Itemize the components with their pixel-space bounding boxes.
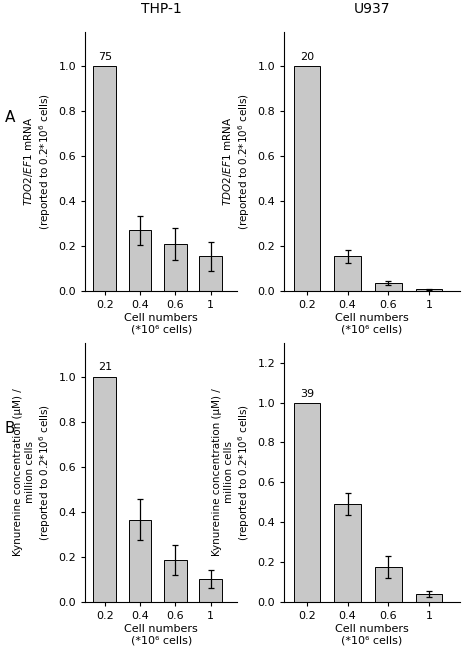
- Bar: [128, 230, 152, 291]
- Bar: [164, 560, 187, 602]
- Bar: [93, 377, 116, 602]
- Bar: [334, 504, 361, 602]
- Text: B: B: [5, 421, 15, 435]
- Bar: [199, 579, 222, 602]
- X-axis label: Cell numbers
(*10⁶ cells): Cell numbers (*10⁶ cells): [335, 313, 409, 334]
- Bar: [416, 289, 442, 291]
- Y-axis label: Kynurenine concentration (μM) /
million cells
(reported to 0.2*10$^6$ cells): Kynurenine concentration (μM) / million …: [13, 388, 53, 556]
- Bar: [199, 256, 222, 291]
- Bar: [293, 402, 320, 602]
- Y-axis label: $\it{TDO2/EF1}$ mRNA
(reported to 0.2*10$^6$ cells): $\it{TDO2/EF1}$ mRNA (reported to 0.2*10…: [22, 93, 53, 230]
- X-axis label: Cell numbers
(*10⁶ cells): Cell numbers (*10⁶ cells): [124, 313, 198, 334]
- Bar: [375, 567, 401, 602]
- Bar: [164, 244, 187, 291]
- Bar: [375, 283, 401, 291]
- Text: 21: 21: [98, 362, 112, 372]
- X-axis label: Cell numbers
(*10⁶ cells): Cell numbers (*10⁶ cells): [124, 624, 198, 645]
- Bar: [293, 66, 320, 291]
- Y-axis label: $\it{TDO2/EF1}$ mRNA
(reported to 0.2*10$^6$ cells): $\it{TDO2/EF1}$ mRNA (reported to 0.2*10…: [221, 93, 252, 230]
- Text: 20: 20: [300, 52, 314, 61]
- Text: 39: 39: [300, 389, 314, 399]
- Text: A: A: [5, 110, 15, 125]
- Text: U937: U937: [354, 2, 391, 16]
- X-axis label: Cell numbers
(*10⁶ cells): Cell numbers (*10⁶ cells): [335, 624, 409, 645]
- Bar: [416, 594, 442, 602]
- Text: THP-1: THP-1: [141, 2, 182, 16]
- Y-axis label: Kynurenine concentration (μM) /
million cells
(reported to 0.2*10$^6$ cells): Kynurenine concentration (μM) / million …: [212, 388, 252, 556]
- Bar: [93, 66, 116, 291]
- Text: 75: 75: [98, 52, 112, 61]
- Bar: [128, 520, 152, 602]
- Bar: [334, 256, 361, 291]
